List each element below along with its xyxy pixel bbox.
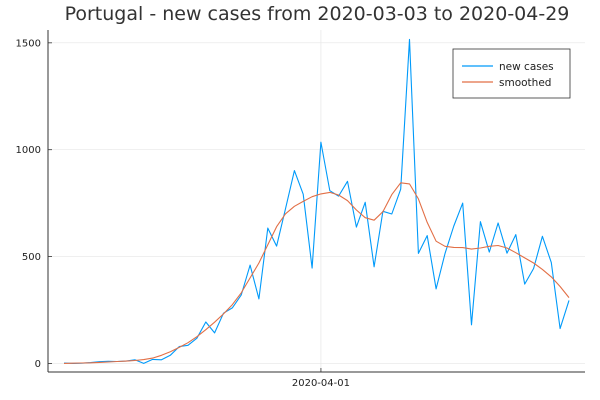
series-line-smoothed bbox=[63, 182, 570, 364]
series-layer bbox=[63, 38, 570, 364]
legend-box bbox=[452, 48, 571, 99]
axes bbox=[47, 30, 585, 373]
legend: new cases smoothed bbox=[452, 48, 571, 99]
tick-labels: 0 500 1000 1500 2020-04-01 bbox=[16, 38, 350, 389]
y-tick-label: 500 bbox=[22, 252, 41, 263]
legend-label-new-cases: new cases bbox=[499, 61, 554, 73]
series-line-new-cases bbox=[63, 38, 570, 364]
y-tick-label: 1000 bbox=[16, 145, 41, 156]
x-tick-label: 2020-04-01 bbox=[292, 378, 350, 389]
y-tick-label: 1500 bbox=[16, 38, 41, 49]
y-tick-label: 0 bbox=[35, 359, 41, 370]
grid-lines bbox=[48, 30, 585, 372]
legend-label-smoothed: smoothed bbox=[499, 77, 551, 89]
chart-title: Portugal - new cases from 2020-03-03 to … bbox=[65, 3, 570, 25]
